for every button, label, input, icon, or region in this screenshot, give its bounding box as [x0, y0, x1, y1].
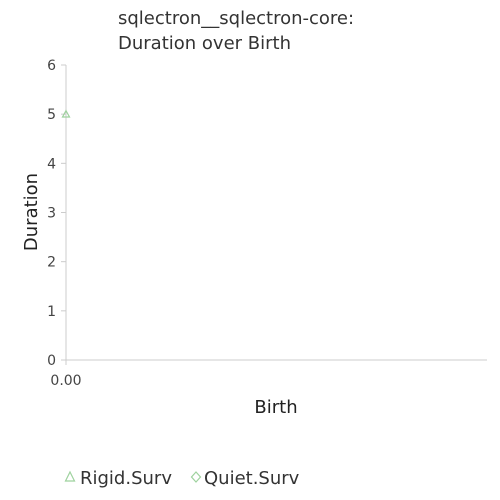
chart-title-line-1: sqlectron__sqlectron-core:: [118, 8, 354, 29]
legend-label-quiet-surv[interactable]: Quiet.Surv: [204, 468, 300, 489]
chart-title-line-2: Duration over Birth: [118, 33, 291, 54]
y-tick-label: 2: [47, 255, 56, 271]
data-points: [61, 109, 71, 118]
y-tick-label: 4: [47, 156, 56, 172]
y-tick-label: 6: [47, 58, 56, 74]
legend-marker-quiet-surv: [190, 471, 202, 483]
data-point-rigid-surv[interactable]: [61, 109, 71, 118]
y-axis-ticks: 0 1 2 3 4 5 6: [47, 58, 66, 369]
legend: Rigid.Surv Quiet.Surv: [64, 468, 300, 489]
x-tick-label: 0.00: [50, 373, 81, 389]
y-tick-label: 3: [47, 206, 56, 222]
y-axis-label: Duration: [21, 173, 42, 251]
y-tick-label: 1: [47, 304, 56, 320]
y-tick-label: 5: [47, 107, 56, 123]
y-tick-label: 0: [47, 353, 56, 369]
x-axis-label: Birth: [254, 397, 297, 418]
legend-marker-rigid-surv: [64, 470, 76, 482]
x-axis-ticks: 0.00: [50, 360, 82, 389]
legend-label-rigid-surv[interactable]: Rigid.Surv: [80, 468, 172, 489]
